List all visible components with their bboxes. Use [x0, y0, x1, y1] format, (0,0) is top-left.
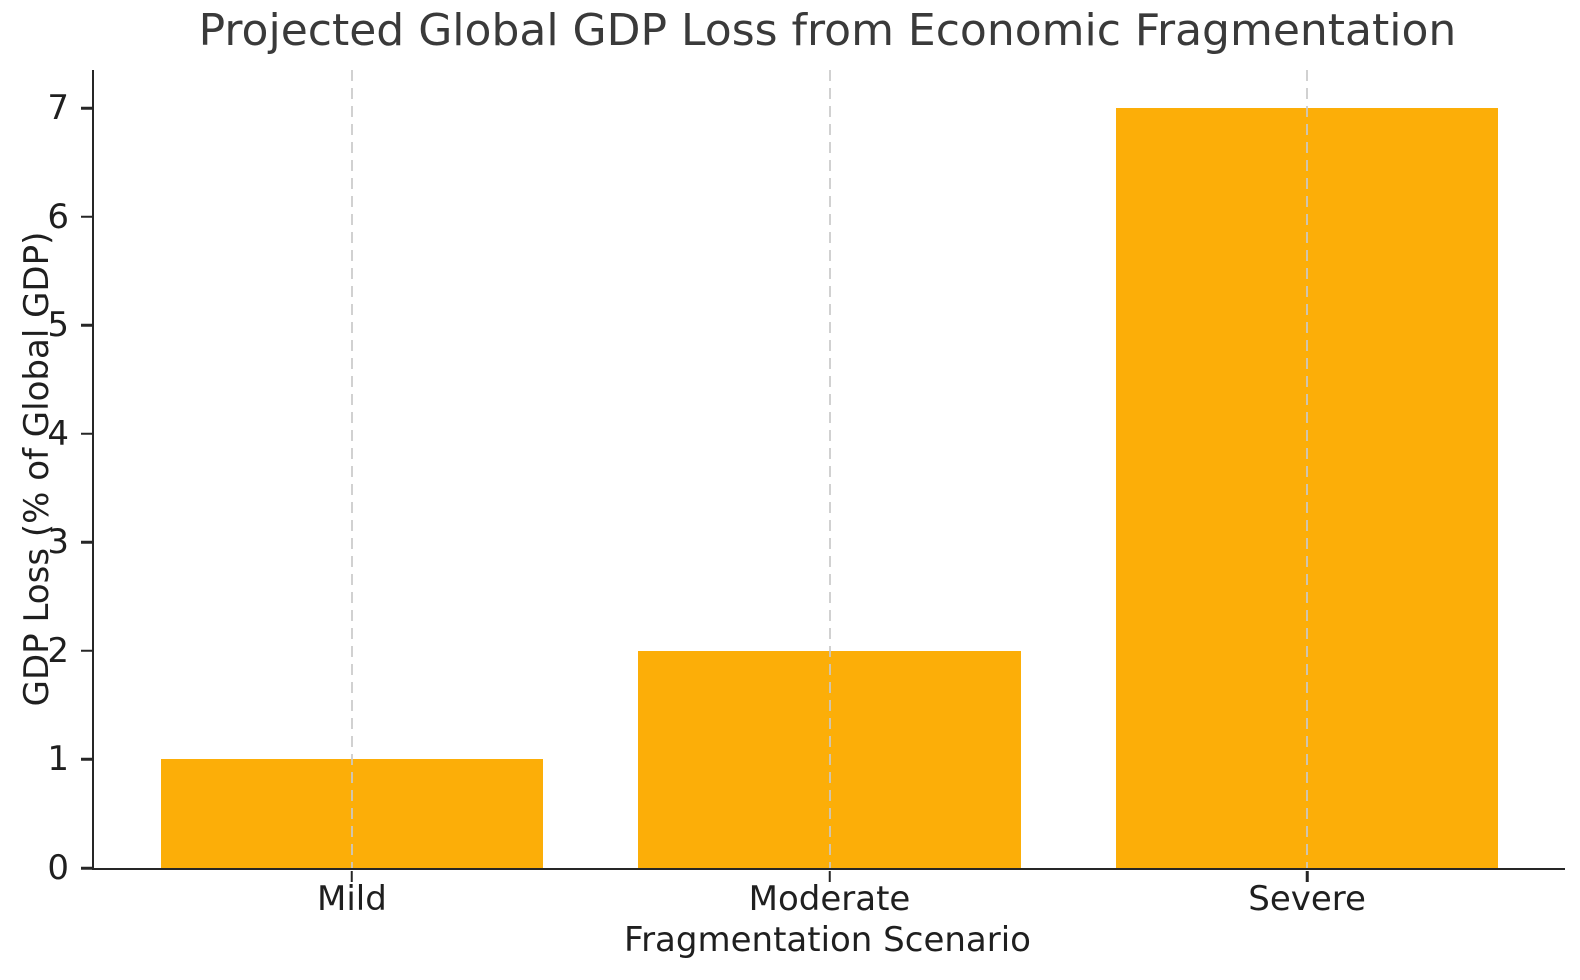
x-tick-label-severe: Severe — [1248, 879, 1366, 919]
y-tick-label: 4 — [47, 413, 69, 454]
x-tick-mark — [1305, 870, 1309, 882]
y-tick-mark — [81, 432, 92, 435]
y-tick-mark — [81, 649, 92, 653]
y-tick-mark — [81, 106, 92, 110]
x-tick-label-moderate: Moderate — [748, 879, 911, 919]
y-tick-mark — [81, 758, 92, 761]
y-tick-label: 0 — [47, 848, 69, 888]
x-axis-label: Fragmentation Scenario — [624, 920, 1031, 960]
y-tick-mark — [81, 866, 92, 870]
x-tick-mark — [828, 870, 831, 882]
chart-title: Projected Global GDP Loss from Economic … — [198, 5, 1457, 56]
gridline-severe — [1306, 70, 1309, 868]
y-tick-mark — [81, 215, 92, 218]
y-tick-mark — [81, 323, 92, 327]
y-tick-label: 6 — [47, 196, 69, 237]
y-tick-label: 7 — [47, 88, 69, 128]
y-tick-label: 2 — [47, 630, 69, 671]
gridline-mild — [350, 70, 353, 868]
y-tick-label: 3 — [47, 522, 69, 563]
gridline-moderate — [828, 70, 831, 868]
x-tick-label-mild: Mild — [316, 879, 387, 919]
y-tick-mark — [81, 541, 92, 544]
x-tick-mark — [350, 870, 354, 882]
plot-area: 0 1 2 3 4 5 6 7 Mild Moderate Severe — [47, 70, 1565, 916]
y-tick-label: 5 — [47, 305, 69, 346]
y-tick-label: 1 — [47, 739, 69, 780]
